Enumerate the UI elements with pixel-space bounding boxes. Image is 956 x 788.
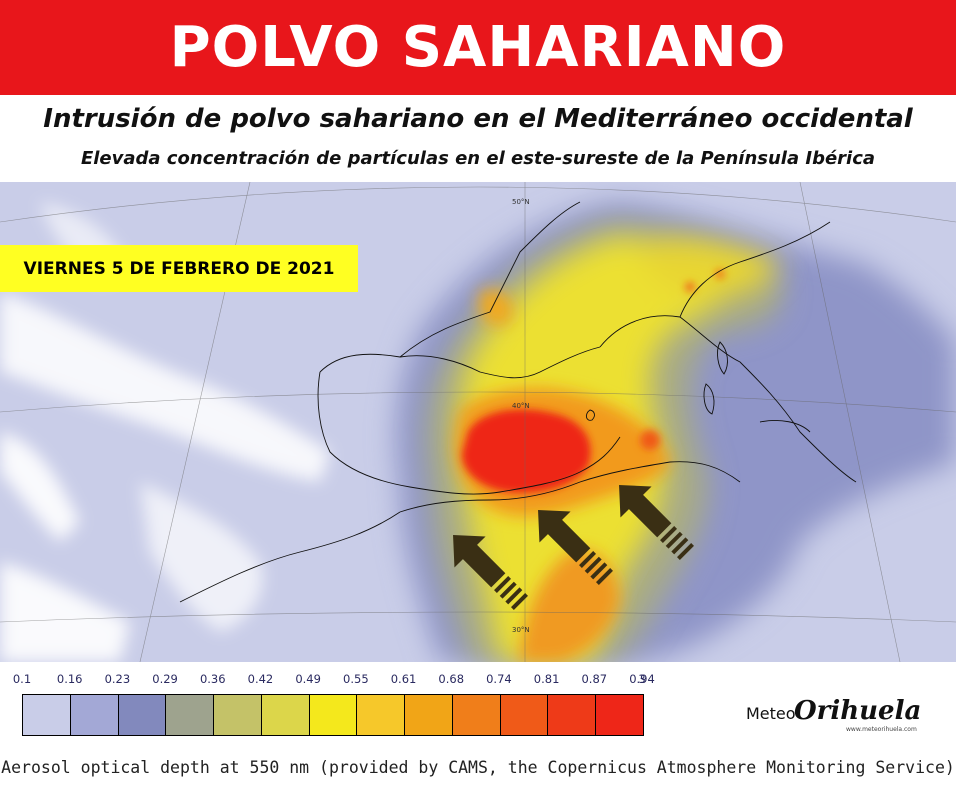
map-canvas: 50°N 40°N 30°N (0, 182, 956, 662)
legend-caption: Aerosol optical depth at 550 nm (provide… (1, 758, 955, 777)
coastlines (179, 201, 857, 603)
legend-swatch (548, 695, 597, 735)
legend-tick: 0.29 (152, 672, 178, 686)
date-badge: VIERNES 5 DE FEBRERO DE 2021 (0, 245, 358, 292)
legend-tick: 0.1 (12, 672, 32, 686)
legend-tick: 3 (638, 672, 646, 686)
legend-swatch (70, 695, 119, 735)
logo-text-orihuela: Orihuela (794, 696, 922, 726)
aerosol-map: 50°N 40°N 30°N (0, 182, 956, 662)
legend-tick: 0.49 (295, 672, 321, 686)
graticule (0, 182, 956, 662)
legend-swatch (405, 695, 453, 735)
legend-tick: 0.87 (581, 672, 608, 686)
legend-swatch (23, 695, 71, 735)
legend-swatch (596, 695, 643, 735)
legend-tick: 0.61 (390, 672, 417, 686)
subtitle: Intrusión de polvo sahariano en el Medit… (43, 104, 913, 134)
main-title: POLVO SAHARIANO (169, 15, 787, 80)
logo-text-meteo: Meteo (746, 704, 796, 723)
legend-swatch (166, 695, 215, 735)
legend-tick: 0.68 (438, 672, 465, 686)
legend-color-bar (22, 694, 644, 736)
legend-swatch (309, 695, 358, 735)
subtitle-secondary: Elevada concentración de partículas en e… (80, 148, 876, 169)
arrow-northeast-icon (538, 510, 613, 585)
arrow-northeast-icon (619, 485, 694, 560)
legend-tick: 0.42 (247, 672, 274, 686)
low-aerosol-areas (0, 202, 330, 662)
logo-url: www.meteorihuela.com (846, 726, 917, 733)
legend-tick: 0.94 (629, 672, 655, 686)
red-core (462, 269, 725, 493)
legend-swatch (261, 695, 310, 735)
meteorihuela-logo: Meteo Orihuela www.meteorihuela.com (746, 694, 921, 736)
lat-label-50: 50°N (512, 198, 530, 206)
legend-swatch (357, 695, 406, 735)
legend-tick: 0.36 (199, 672, 226, 686)
arrow-northeast-icon (453, 535, 528, 610)
legend-tick: 0.81 (533, 672, 560, 686)
legend-swatch (214, 695, 262, 735)
legend-swatch (118, 695, 167, 735)
lat-label-30: 30°N (512, 626, 530, 634)
legend-tick: 0.16 (56, 672, 83, 686)
legend-tick: 0.55 (343, 672, 369, 686)
legend-tick: 0.23 (104, 672, 131, 686)
lat-label-40: 40°N (512, 402, 530, 410)
legend-swatch (452, 695, 501, 735)
legend-swatch (500, 695, 549, 735)
legend-tick: 0.74 (486, 672, 512, 686)
title-banner: POLVO SAHARIANO (0, 0, 956, 95)
wind-arrows (453, 485, 694, 610)
